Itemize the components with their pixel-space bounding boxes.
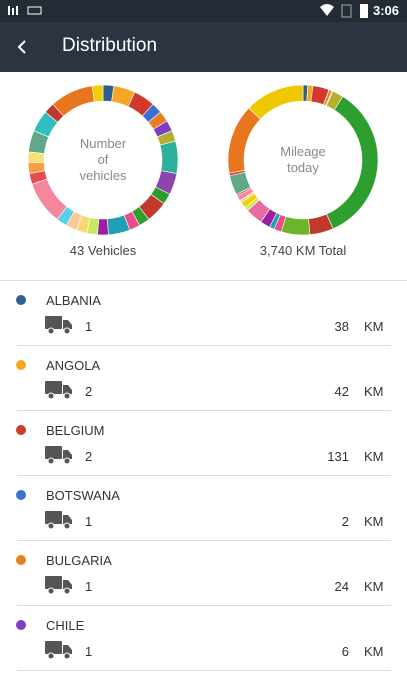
color-dot [16,295,26,305]
country-name: ANGOLA [46,358,101,373]
mileage-unit: KM [364,384,384,399]
separator [17,345,391,346]
truck [45,445,73,470]
list-item[interactable]: BELGIUM 2 131 KM [0,411,407,476]
country-name: BELGIUM [46,423,105,438]
truck [45,640,73,665]
list-item[interactable]: BOTSWANA 1 2 KM [0,476,407,541]
donut-segment [159,140,179,174]
mileage: 131 [327,449,349,464]
color-dot [16,360,26,370]
page-title: Distribution [62,35,158,56]
separator [17,540,391,541]
back-button[interactable] [14,37,34,57]
vehicle-count: 1 [85,579,93,594]
separator [17,410,391,411]
truck [45,380,73,405]
center-label: Number [80,136,127,151]
mileage-unit: KM [364,319,384,334]
vehicle-count: 2 [85,384,93,399]
truck [45,575,73,600]
center-label: vehicles [80,168,127,183]
donut-segment [91,84,104,102]
mileage: 38 [334,319,349,334]
list-item[interactable]: ANGOLA 2 42 KM [0,346,407,411]
mileage-unit: KM [364,514,384,529]
truck-icon [45,576,72,595]
separator [17,605,391,606]
center-label: Mileage [280,144,326,159]
mileage: 2 [341,514,349,529]
vehicle-count: 1 [85,644,93,659]
list-item[interactable]: ALBANIA 1 38 KM [0,281,407,346]
donut-segment [227,107,261,174]
truck [45,510,73,535]
vehicle-count: 1 [85,319,93,334]
vehicle-count: 2 [85,449,93,464]
donut-segment [31,178,68,220]
vehicle-count: 1 [85,514,93,529]
donut-segment [280,216,311,236]
status-bar: 3:06 [0,0,407,22]
country-name: ALBANIA [46,293,101,308]
list-item[interactable]: BULGARIA 1 24 KM [0,541,407,606]
truck [45,315,73,340]
status-icons [8,4,368,18]
truck-icon [45,381,72,400]
truck-icon [45,316,72,335]
mileage-unit: KM [364,579,384,594]
app-bar: Distribution [0,22,407,72]
color-dot [16,620,26,630]
donut-segment [248,84,304,120]
separator [17,475,391,476]
donut-segment [97,218,109,236]
mileage: 24 [334,579,349,594]
mileage-unit: KM [364,449,384,464]
donut-segment [326,96,379,230]
divider [0,280,407,281]
list-item[interactable]: CHILE 1 6 KM [0,606,407,671]
mileage: 6 [341,644,349,659]
mileage: 42 [334,384,349,399]
country-name: BULGARIA [46,553,112,568]
country-name: BOTSWANA [46,488,120,503]
center-label: today [287,160,319,175]
color-dot [16,425,26,435]
chart-caption: 3,740 KM Total [260,243,347,258]
truck-icon [45,641,72,660]
separator [17,670,391,671]
center-label: of [98,152,109,167]
clock: 3:06 [372,3,399,18]
chart-caption: 43 Vehicles [70,243,137,258]
color-dot [16,490,26,500]
mileage-unit: KM [364,644,384,659]
truck-icon [45,511,72,530]
color-dot [16,555,26,565]
donut-segment [52,85,95,117]
truck-icon [45,446,72,465]
country-name: CHILE [46,618,85,633]
